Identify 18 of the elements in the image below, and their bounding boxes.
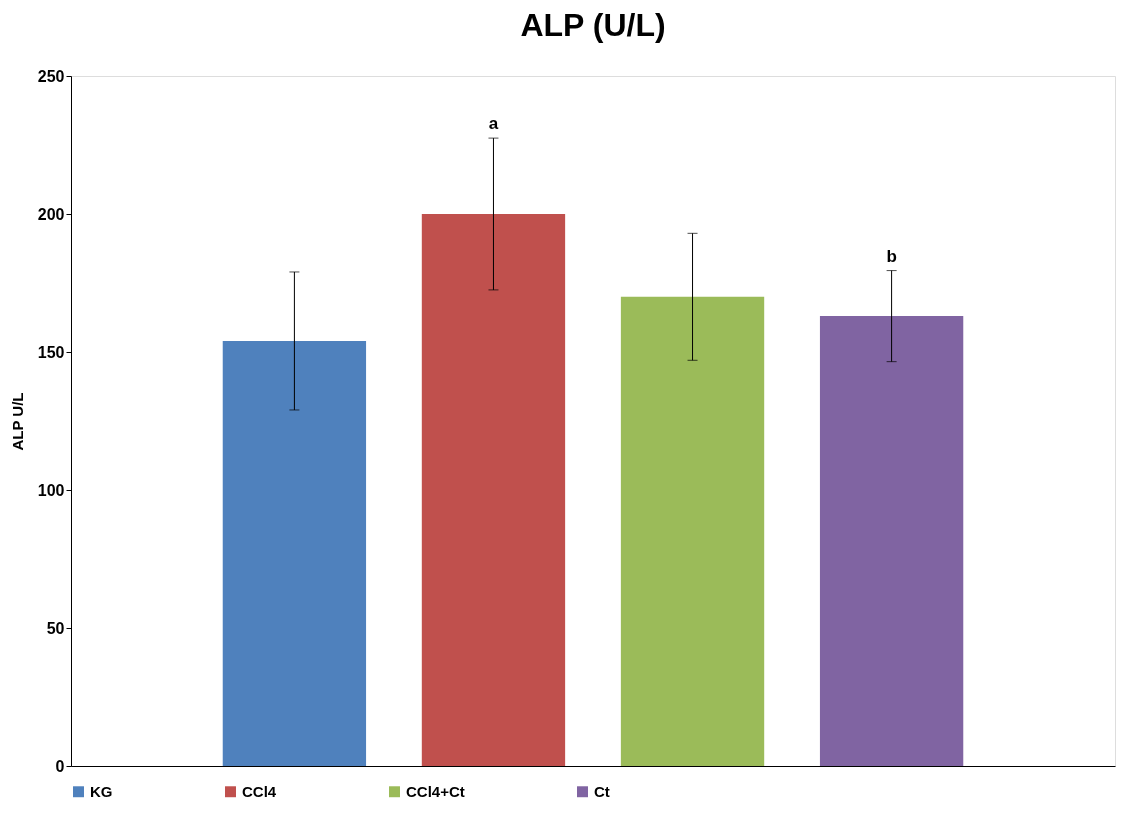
y-tick-label: 150: [37, 343, 65, 361]
annotation: a: [488, 114, 499, 134]
legend-label: KG: [90, 782, 113, 800]
chart-title: ALP (U/L): [520, 7, 666, 43]
legend-label: Ct: [594, 782, 610, 800]
y-tick-label: 50: [46, 619, 65, 637]
bar: [819, 316, 964, 766]
legend-label: CCl4+Ct: [406, 782, 465, 800]
bar: [222, 340, 367, 766]
y-tick-label: 250: [37, 67, 65, 85]
y-tick-label: 0: [55, 757, 65, 775]
y-tick-label: 100: [37, 481, 65, 499]
bar: [620, 296, 765, 766]
y-tick-label: 200: [37, 205, 65, 223]
annotation: b: [886, 246, 897, 266]
legend-label: CCl4: [242, 782, 277, 800]
bar: [421, 214, 566, 766]
y-axis-title: ALP U/L: [8, 392, 26, 451]
